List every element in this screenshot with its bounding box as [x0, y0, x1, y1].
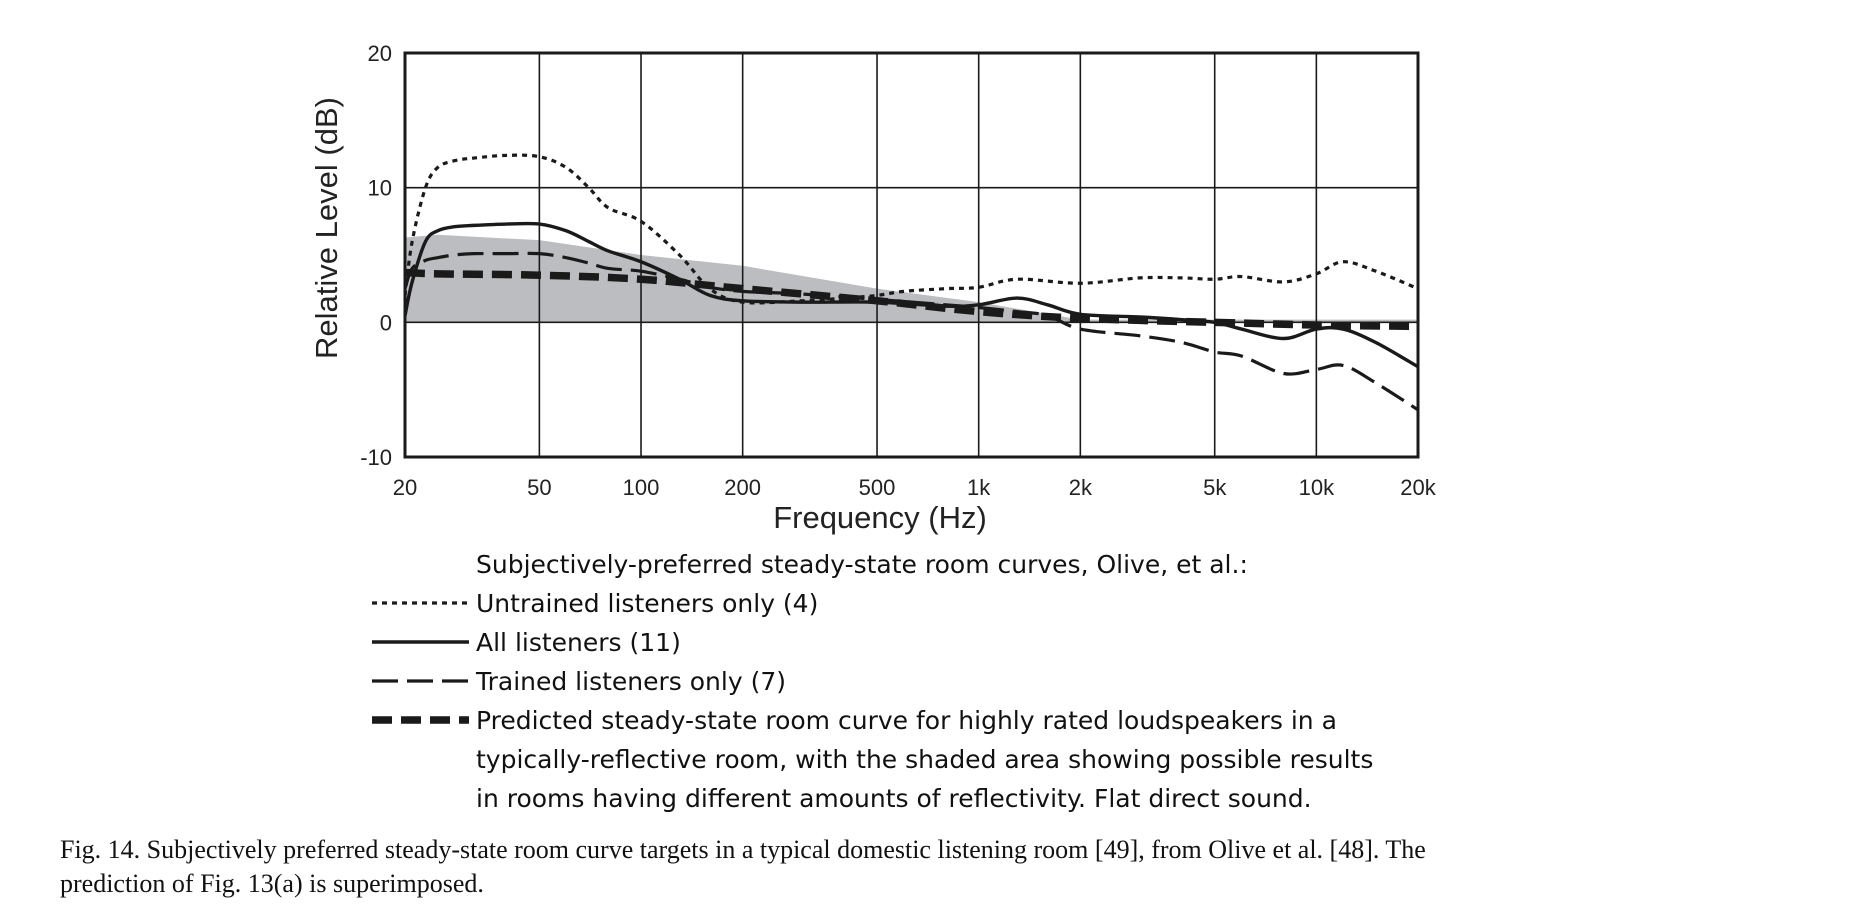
y-axis-title: Relative Level (dB) — [309, 97, 344, 359]
legend-heading: Subjectively-preferred steady-state room… — [476, 550, 1248, 579]
x-tick-label: 1k — [967, 475, 991, 500]
caption-line-1: Fig. 14. Subjectively preferred steady-s… — [60, 835, 1426, 864]
y-tick-label: 10 — [368, 176, 392, 201]
x-tick-label: 200 — [724, 475, 761, 500]
series-line-thickdash — [404, 268, 1419, 331]
y-tick-label: 0 — [380, 310, 392, 335]
legend-item-text: Untrained listeners only (4) — [476, 589, 818, 618]
x-tick-label: 100 — [623, 475, 660, 500]
series-line-longdash — [403, 251, 1419, 412]
legend-item-text: Predicted steady-state room curve for hi… — [476, 706, 1337, 735]
legend-item-text: in rooms having different amounts of ref… — [476, 784, 1312, 813]
y-tick-label: -10 — [360, 445, 392, 470]
shaded-reflectivity-area-layer — [405, 234, 1418, 323]
legend-item-text: Trained listeners only (7) — [475, 667, 786, 696]
x-axis-title: Frequency (Hz) — [773, 500, 987, 535]
x-tick-label: 500 — [859, 475, 896, 500]
series-layer — [403, 153, 1419, 412]
x-tick-label: 20k — [1400, 475, 1436, 500]
x-tick-label: 5k — [1203, 475, 1227, 500]
series-line-solid — [403, 221, 1419, 369]
shaded-area — [405, 234, 1418, 323]
legend-items: Untrained listeners only (4) All listener… — [372, 589, 1373, 813]
caption-line-2: prediction of Fig. 13(a) is superimposed… — [60, 869, 484, 898]
x-tick-label: 10k — [1299, 475, 1335, 500]
legend-item-text: typically-reflective room, with the shad… — [476, 745, 1373, 774]
x-tick-label: 50 — [527, 475, 551, 500]
series-line-dotted — [403, 153, 1419, 305]
x-tick-label: 20 — [393, 475, 417, 500]
y-tick-label: 20 — [368, 41, 392, 66]
legend: Subjectively-preferred steady-state room… — [372, 550, 1373, 813]
x-tick-label: 2k — [1069, 475, 1093, 500]
figure-caption: Fig. 14. Subjectively preferred steady-s… — [60, 833, 1760, 901]
legend-item-text: All listeners (11) — [476, 628, 681, 657]
plot-frame — [403, 51, 1420, 459]
